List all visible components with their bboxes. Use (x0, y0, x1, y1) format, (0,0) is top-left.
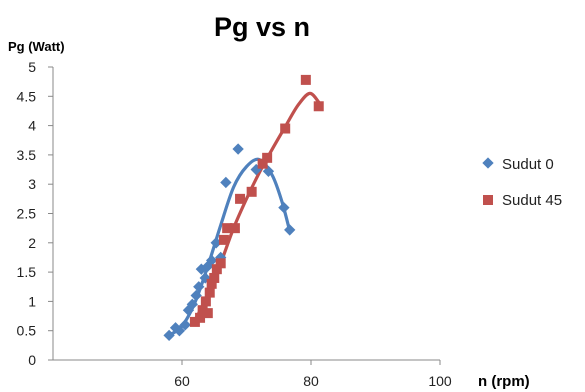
data-point-sudut-45 (200, 296, 211, 307)
y-tick-label: 4.5 (17, 88, 37, 104)
data-point-sudut-45 (218, 234, 229, 245)
data-point-sudut-45 (257, 158, 268, 169)
data-point-sudut-45 (211, 264, 222, 275)
y-tick-label: 0.5 (17, 323, 37, 339)
legend: Sudut 0 Sudut 45 (482, 156, 562, 209)
data-point-sudut-45 (202, 308, 213, 319)
x-tick-label: 100 (428, 373, 452, 389)
legend-square-marker (483, 195, 493, 205)
data-point-sudut-0 (163, 329, 175, 342)
data-point-sudut-45 (300, 74, 311, 85)
data-point-sudut-0 (232, 143, 244, 155)
y-tick-label: 3 (28, 176, 36, 192)
data-point-sudut-0 (193, 281, 205, 293)
data-point-sudut-0 (173, 325, 186, 337)
x-axis-label: n (rpm) (478, 373, 530, 390)
y-axis-label: Pg (Watt) (8, 39, 65, 54)
data-point-sudut-45 (262, 152, 273, 163)
data-point-sudut-45 (246, 186, 257, 197)
data-point-sudut-45 (189, 316, 200, 327)
data-point-sudut-0 (220, 176, 232, 189)
legend-diamond-marker (482, 157, 494, 169)
legend-label-sudut-45: Sudut 45 (502, 192, 562, 209)
legend-item-sudut-0: Sudut 0 (482, 156, 554, 173)
y-tick-label: 2.5 (17, 206, 37, 222)
x-tick-label: 80 (303, 373, 319, 389)
y-tick-label: 2 (28, 235, 36, 251)
trendlines (167, 91, 321, 337)
data-point-sudut-45 (235, 193, 246, 204)
data-point-sudut-45 (215, 258, 226, 269)
y-tick-label: 1.5 (17, 264, 37, 280)
y-tick-label: 0 (28, 352, 36, 368)
data-point-sudut-45 (229, 223, 240, 234)
y-tick-labels: 0 0.5 1 1.5 2 2.5 3 3.5 4 4.5 5 (17, 59, 37, 368)
data-point-sudut-45 (222, 223, 233, 234)
data-point-sudut-0 (206, 254, 218, 267)
chart-title: Pg vs n (214, 12, 310, 42)
data-point-sudut-0 (284, 224, 296, 236)
data-markers (163, 74, 324, 342)
data-point-sudut-45 (209, 272, 220, 283)
data-point-sudut-0 (190, 289, 202, 302)
data-point-sudut-45 (197, 305, 208, 316)
data-point-sudut-0 (179, 319, 191, 331)
x-tick-label: 60 (174, 373, 190, 389)
legend-label-sudut-0: Sudut 0 (502, 156, 554, 173)
y-tick-label: 5 (28, 59, 36, 75)
y-tick-label: 4 (28, 118, 36, 134)
data-point-sudut-45 (313, 101, 324, 112)
data-point-sudut-45 (195, 312, 206, 323)
data-point-sudut-0 (278, 201, 290, 214)
y-tick-label: 3.5 (17, 147, 37, 163)
data-point-sudut-0 (186, 298, 198, 310)
x-tick-labels: 60 80 100 (174, 373, 452, 389)
legend-item-sudut-45: Sudut 45 (483, 192, 562, 209)
data-point-sudut-45 (204, 287, 215, 298)
axes (48, 66, 441, 365)
data-point-sudut-45 (280, 123, 291, 134)
y-tick-label: 1 (28, 293, 36, 309)
data-point-sudut-45 (206, 278, 217, 289)
